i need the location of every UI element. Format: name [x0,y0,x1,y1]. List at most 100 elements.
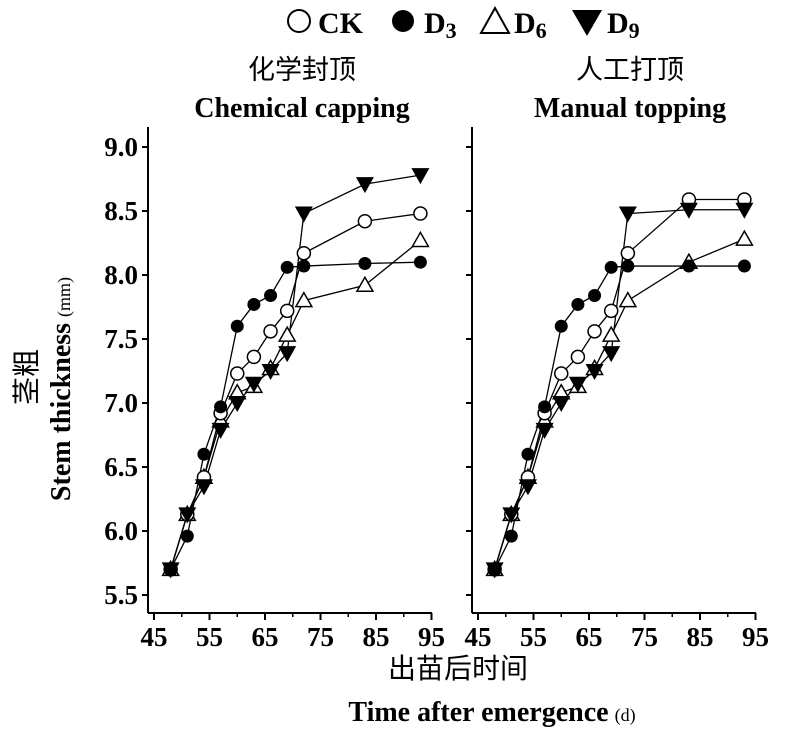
panel-1-axes: 5.5 6.0 6.5 7.0 7.5 8.0 8.5 9.0 45 55 65 75 85 95 [104,127,445,652]
marker-d3 [180,529,194,543]
legend-d6-subscript: 6 [536,18,547,43]
marker-d6 [735,229,754,246]
marker-d6 [277,325,297,342]
legend: CK D3 D6 D9 [287,5,640,43]
panel-2-series [485,192,754,579]
x-tick-label: 85 [687,622,714,652]
marker-d6 [618,291,638,308]
marker-ck [263,324,278,339]
marker-d3 [214,400,228,414]
y-axis-label-en: Stem thickness [46,323,77,501]
marker-d9 [535,422,554,439]
legend-d6-letter: D [514,7,536,40]
marker-d6 [601,325,621,342]
panel-2-axes: 45 55 65 75 85 95 [465,127,769,652]
x-axis-title-en: Time after emergence (d) [348,697,635,728]
x-tick-label: 45 [141,622,168,652]
panel-1-title-cn: 化学封顶 [248,55,356,86]
x-tick-label: 85 [363,622,390,652]
y-axis-title-text: 茎粗 Stem thickness (mm) [10,277,77,501]
marker-d3 [521,447,535,461]
x-tick-label: 75 [631,622,658,652]
y-axis-title: 茎粗 Stem thickness (mm) [10,277,77,501]
marker-d9 [228,396,247,412]
series-line-d6 [170,239,421,570]
marker-d3 [737,259,751,273]
legend-ck-marker [287,9,311,33]
marker-d3 [538,400,552,414]
legend-d3-label: D3 [424,7,457,43]
series-line-d9 [494,209,745,570]
marker-d3 [621,259,635,273]
y-tick-label: 7.5 [104,324,138,354]
marker-d9 [485,562,504,579]
marker-ck [279,303,295,319]
x-tick-label: 75 [307,622,334,652]
marker-ck [296,245,312,261]
legend-d3-marker [392,10,414,32]
legend-d6-marker [479,5,511,34]
legend-d3-letter: D [424,7,446,40]
marker-d9 [294,206,313,223]
marker-d9 [585,364,604,380]
marker-d3 [297,259,311,273]
marker-d9 [355,177,374,194]
marker-d3 [604,260,618,274]
marker-d9 [211,422,230,439]
x-axis-label-cn: 出苗后时间 [388,652,528,685]
y-tick-label: 8.0 [104,260,138,290]
marker-d9 [261,364,280,380]
marker-ck [620,245,636,261]
y-tick-label: 8.5 [104,196,138,226]
series-layer [161,168,754,579]
legend-d9-subscript: 9 [629,18,640,43]
marker-d3 [413,255,427,269]
legend-d9-marker [572,10,602,36]
marker-d9 [618,206,637,223]
x-tick-label: 95 [418,622,445,652]
marker-d3 [230,319,244,333]
series-line-d3 [170,261,421,570]
marker-d3 [682,259,696,273]
y-tick-label: 5.5 [104,580,138,610]
legend-ck-label: CK [318,7,364,40]
marker-d3 [280,260,294,274]
x-tick-label: 55 [196,622,223,652]
legend-d6-label: D6 [514,7,547,43]
legend-d9-label: D9 [607,7,640,43]
marker-ck [413,206,428,221]
marker-d9 [568,376,587,393]
x-axis-label-en: Time after emergence [348,697,608,728]
x-tick-label: 65 [576,622,603,652]
marker-ck [570,349,586,365]
marker-d6 [411,230,430,248]
marker-d9 [194,479,213,496]
marker-d9 [161,562,180,579]
x-tick-label: 45 [465,622,492,652]
marker-ck [603,303,619,319]
marker-d9 [502,507,521,524]
legend-d9-letter: D [607,7,629,40]
marker-d9 [518,479,537,496]
y-tick-label: 6.0 [104,516,138,546]
marker-d6 [294,291,314,308]
marker-d3 [588,288,602,302]
marker-ck [587,324,602,339]
marker-d3 [504,529,518,543]
marker-d3 [554,319,568,333]
marker-ck [554,366,569,381]
axes-layer: 5.5 6.0 6.5 7.0 7.5 8.0 8.5 9.0 45 55 65 75 85 95 45 55… [104,127,769,652]
marker-d9 [244,376,263,393]
y-axis-label-cn: 茎粗 [10,349,43,405]
panel-2-title-cn: 人工打顶 [576,55,684,86]
marker-d9 [278,346,297,363]
series-line-d9 [170,174,421,570]
marker-d9 [679,202,698,219]
marker-d3 [247,297,261,311]
marker-d9 [735,202,754,219]
marker-d9 [602,346,621,363]
marker-d3 [358,256,372,270]
y-tick-label: 6.5 [104,452,138,482]
marker-d3 [197,447,211,461]
